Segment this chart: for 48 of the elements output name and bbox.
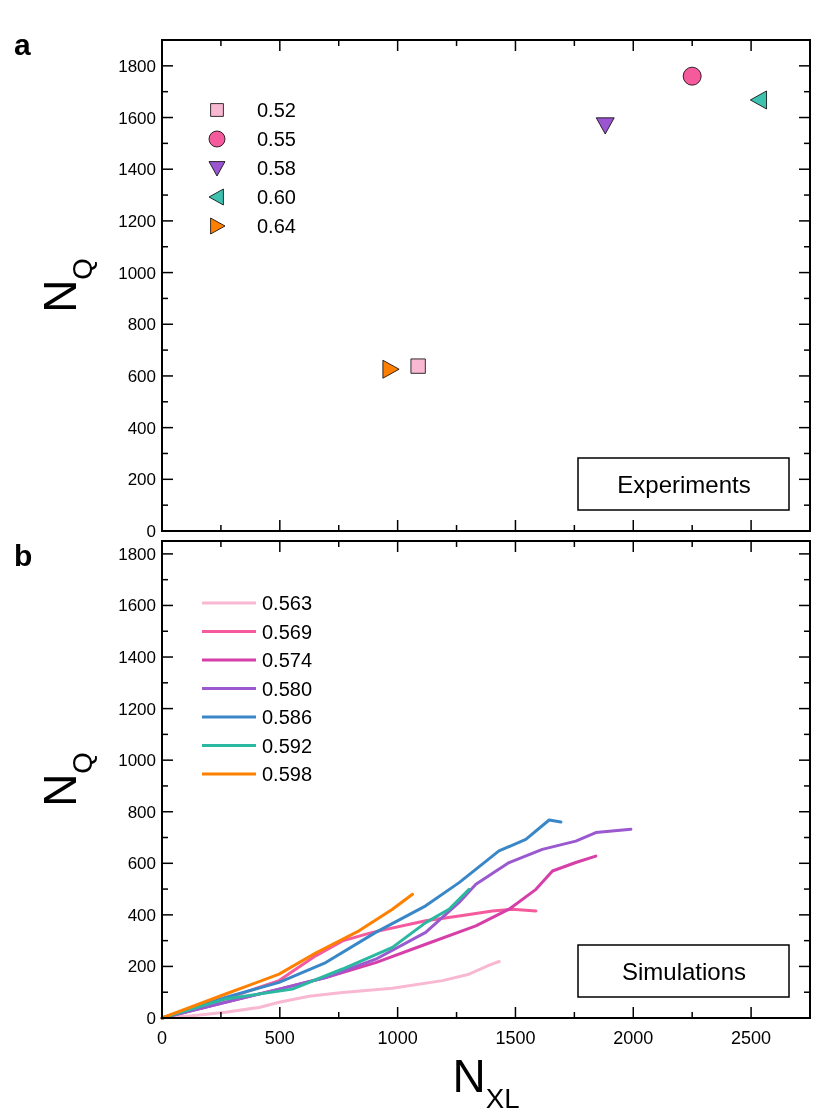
- y-tick-label: 800: [127, 315, 156, 335]
- y-tick-label: 1600: [118, 108, 156, 128]
- legend-label: 0.592: [262, 734, 313, 757]
- y-tick-label: 1800: [118, 544, 156, 564]
- y-tick-label: 0: [146, 1009, 156, 1028]
- annotation: Simulations: [621, 958, 747, 985]
- y-tick-label: 600: [127, 854, 156, 874]
- legend-label: 0.569: [262, 620, 313, 643]
- y-tick-label: 1400: [118, 648, 156, 668]
- point: [682, 66, 702, 86]
- legend-label: 0.58: [257, 157, 296, 179]
- x-tick-label: 1500: [495, 1028, 536, 1048]
- y-tick-label: 1800: [118, 56, 156, 76]
- legend-label: 0.55: [257, 128, 296, 150]
- legend-label: 0.586: [262, 706, 313, 728]
- annotation: Experiments: [617, 471, 751, 498]
- y-tick-label: 0: [146, 522, 156, 541]
- legend-label: 0.60: [257, 186, 296, 208]
- x-axis-title: N$_{XL}$: [452, 1050, 520, 1113]
- legend-label: 0.52: [257, 99, 296, 121]
- point: [749, 90, 767, 110]
- y-tick-label: 1000: [118, 751, 156, 771]
- legend-label: 0.64: [257, 215, 296, 237]
- y-tick-label: 400: [127, 418, 156, 438]
- legend-label: 0.563: [262, 592, 313, 614]
- point: [410, 358, 426, 374]
- x-tick-label: 1000: [377, 1028, 418, 1048]
- x-tick-label: 2000: [613, 1028, 654, 1048]
- y-tick-label: 1400: [118, 160, 156, 180]
- legend-label: 0.598: [262, 763, 313, 785]
- y-tick-label: 1200: [118, 211, 156, 231]
- legend-label: 0.580: [262, 677, 313, 700]
- text: b: [14, 539, 33, 572]
- y-tick-label: 1600: [118, 596, 156, 616]
- x-tick-label: 500: [264, 1028, 295, 1048]
- y-tick-label: 200: [127, 470, 156, 490]
- line-series: [160, 892, 414, 1020]
- point: [382, 359, 400, 379]
- y-tick-label: 1000: [118, 263, 156, 283]
- text: a: [14, 28, 31, 61]
- y-tick-label: 1200: [118, 699, 156, 719]
- point: [595, 117, 615, 135]
- y-tick-label: 400: [127, 905, 156, 925]
- y-tick-label: 800: [127, 802, 156, 822]
- x-tick-label: 2500: [731, 1028, 772, 1048]
- legend-label: 0.574: [262, 649, 313, 671]
- y-tick-label: 600: [127, 366, 156, 386]
- y-tick-label: 200: [127, 957, 156, 977]
